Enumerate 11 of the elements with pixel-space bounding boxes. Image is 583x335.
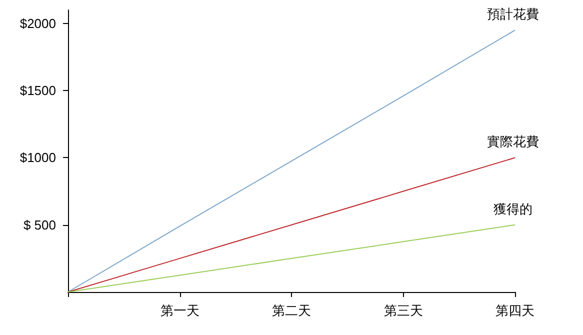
series-label: 獲得的 (494, 201, 532, 216)
x-tick-label: 第二天 (272, 303, 311, 318)
x-tick-label: 第三天 (384, 303, 423, 318)
y-tick-label: $2000 (20, 16, 56, 31)
y-tick-label: $1000 (20, 150, 56, 166)
y-tick-label: $ 500 (23, 217, 56, 232)
series-label: 預計花費 (487, 6, 539, 22)
x-tick-label: 第一天 (160, 303, 200, 318)
x-tick-label: 第四天 (496, 303, 534, 318)
series-label: 實際花費 (487, 134, 539, 150)
y-tick-label: $1500 (20, 83, 56, 98)
